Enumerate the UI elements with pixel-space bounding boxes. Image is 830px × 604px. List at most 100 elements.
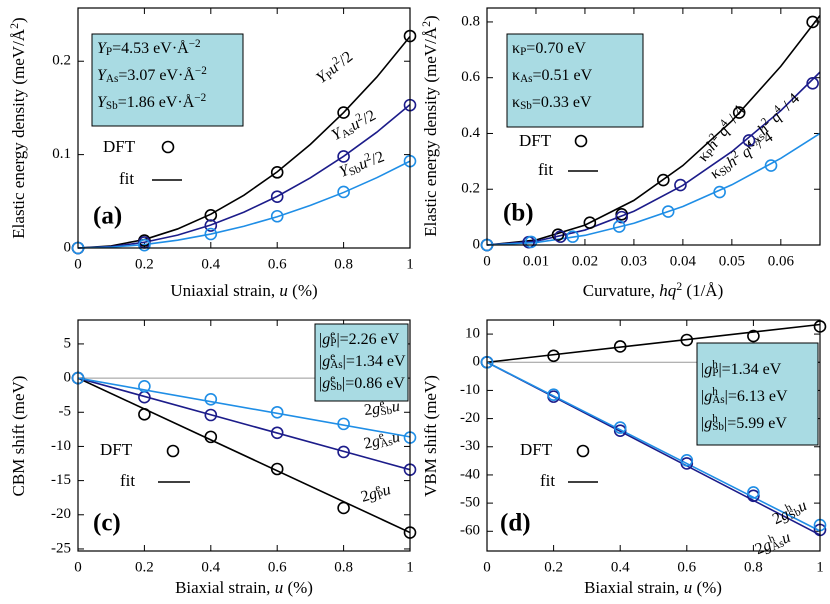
text-part: Elastic energy density (meV/Å [9,28,28,238]
y-tick-label: 0.2 [52,53,71,69]
curve-label: YAsu2/2 [328,105,379,145]
legend-label: fit [540,471,555,490]
y-tick-label: 10 [465,326,480,342]
text-part: |=0.86 eV [342,375,405,392]
text-part: Uniaxial strain, [170,281,279,300]
parameter-text: YSb=1.86 eV·Å−2 [97,92,206,112]
text-part: κ [512,94,520,111]
text-part: As [379,436,394,450]
text-part: P [106,46,112,58]
fit-line [486,323,821,364]
text-part: g [322,375,330,392]
dft-point [732,106,746,119]
text-part: As [770,537,786,553]
y-tick-label: -20 [51,506,71,522]
text-part: Sb [520,100,532,112]
text-part: Curvature, [583,281,659,300]
text-part: g [370,432,381,450]
y-tick-label: 0.4 [461,125,480,141]
parameter-box [696,342,819,446]
x-tick-label: 0.8 [334,256,353,272]
text-part: | [319,375,322,392]
panel-label: (c) [93,510,121,537]
text-part: |=6.13 eV [725,388,788,405]
text-part: | [319,353,322,370]
text-part: e [330,351,335,363]
x-axis-label: Curvature, hq2 (1/Å) [583,279,724,300]
y-tick-label: 0.2 [461,181,480,197]
parameter-text: |ge Sb|=0.86 eV [319,373,405,393]
dft-point [270,462,284,476]
text-part: g [371,400,381,418]
x-tick-label: 0.2 [544,559,563,575]
dft-point [270,209,284,223]
text-part: Sb [330,381,342,393]
text-part: |=2.26 eV [336,331,399,348]
text-part: h [767,533,777,546]
text-part: Sb [347,163,363,179]
text-part: g [322,353,330,370]
text-part: =1.86 eV·Å [118,93,195,111]
text-part: 4 [744,138,756,151]
text-part: 2 [354,111,365,124]
parameter-text: κSb=0.33 eV [512,94,592,112]
y-axis-label: CBM shift (meV) [9,376,28,497]
parameter-text: YP=4.53 eV·Å−2 [97,38,201,58]
text-part: (%) [692,578,722,597]
text-part: 2 [707,131,720,143]
text-part: g [704,388,712,405]
x-tick-label: 0.03 [621,253,647,269]
text-part: (%) [288,281,318,300]
text-part: e [379,398,385,411]
text-part: ) [421,15,440,21]
dft-point [747,329,760,343]
x-tick-label: 0.06 [768,253,795,269]
text-part: Y [97,40,108,57]
x-tick-label: 0.4 [201,256,220,272]
text-part: Biaxial strain, [584,578,684,597]
dft-point [337,106,350,119]
dft-point [204,227,218,241]
text-part: (1/Å) [682,281,723,300]
text-part: ) [9,17,28,23]
x-axis-label: Biaxial strain, u (%) [584,578,722,597]
x-tick-label: 0.05 [719,253,745,269]
y-tick-label: -10 [51,438,71,454]
frame [486,7,821,246]
text-part: Y [97,67,108,84]
x-tick-label: 1 [816,559,824,575]
text-part: | [701,361,704,378]
dft-point [566,230,579,243]
x-tick-label: 0.6 [268,256,287,272]
legend-marker [161,140,175,154]
x-tick-label: 0.02 [572,253,598,269]
legend-marker [574,134,588,148]
curve-label: 2ghAsu [752,527,793,559]
parameter-text: |gh As|=6.13 eV [701,386,788,406]
text-part: 2 [362,434,373,452]
text-part: =4.53 eV·Å [112,39,189,57]
dft-point [661,205,675,218]
dft-point [764,159,778,172]
dft-point [204,392,218,406]
text-part: u [390,428,401,446]
y-axis-label: Elastic energy density (meV/Å2) [419,15,440,236]
text-part: κ [512,40,520,57]
text-part: h [712,386,718,398]
text-part: κ [512,67,520,84]
x-tick-label: 0.2 [135,559,154,575]
frame [486,319,821,552]
legend-marker [576,444,590,458]
panel-label: (b) [503,200,534,227]
dft-point [547,388,560,401]
x-tick-label: 0.8 [744,559,763,575]
y-tick-label: -20 [460,410,480,426]
x-tick-label: 1 [406,256,414,272]
x-axis-label: Uniaxial strain, u (%) [170,281,317,300]
text-part: As [330,359,342,371]
text-part: P [376,489,385,502]
y-tick-label: -10 [460,382,480,398]
fit-line [77,377,411,534]
text-part: 2 [363,151,373,164]
